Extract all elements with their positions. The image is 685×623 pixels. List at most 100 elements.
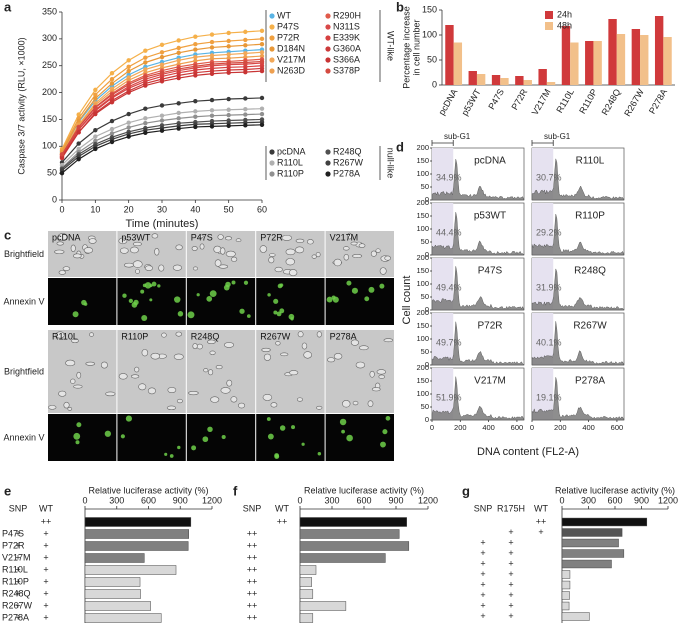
data-point	[76, 130, 81, 135]
y-tick-label: 200	[416, 308, 429, 317]
cell	[56, 241, 64, 246]
annexin-cell	[149, 284, 153, 288]
bar	[299, 601, 347, 611]
histogram-shape	[531, 158, 625, 201]
x-axis-label: Time (minutes)	[126, 218, 199, 230]
y-tick-label: 200	[416, 198, 429, 207]
annexin-cell	[273, 310, 278, 315]
cell	[307, 239, 314, 245]
annexin-cell	[149, 298, 153, 302]
x-tick-label: R248Q	[600, 87, 623, 117]
cell	[89, 332, 94, 337]
table-cell: ++	[247, 552, 258, 562]
histogram-shape	[531, 268, 625, 311]
data-point	[209, 39, 215, 45]
legend-marker	[269, 13, 275, 19]
data-point	[176, 126, 181, 131]
legend-label: N263D	[277, 65, 306, 75]
y-tick-label: 200	[416, 143, 429, 152]
bar	[654, 16, 664, 85]
y-tick-label: 150	[416, 211, 429, 220]
legend-label: R110P	[277, 168, 304, 178]
bar	[561, 591, 570, 600]
chart-title: Relative luciferase activity (%)	[304, 485, 424, 495]
legend-group-label: null-like	[386, 148, 396, 179]
table-cell: +	[538, 527, 543, 537]
y-axis-label: Caspase 3/7 activity (RLU, ×1000)	[16, 37, 26, 174]
data-point	[243, 51, 248, 56]
sub-g1-percent: 49.4%	[436, 282, 462, 292]
x-tick-label: 300	[109, 495, 124, 505]
cell	[268, 256, 275, 264]
annexin-cell	[267, 433, 274, 440]
cell	[384, 255, 391, 261]
bar	[299, 613, 314, 623]
sample-label: R110L	[576, 156, 605, 167]
data-point	[159, 79, 165, 84]
x-tick-label: 0	[430, 423, 434, 432]
legend-label: R290H	[333, 10, 361, 20]
cell	[118, 373, 128, 380]
bar	[299, 541, 410, 551]
data-point	[59, 152, 65, 157]
histogram-shape	[431, 266, 525, 311]
legend-marker	[269, 57, 275, 63]
cell	[70, 244, 76, 252]
legend-label: pcDNA	[277, 146, 306, 156]
data-point	[143, 83, 148, 88]
data-point	[176, 116, 181, 121]
bar	[476, 74, 486, 85]
data-point	[126, 120, 131, 125]
y-tick-label: 150	[416, 156, 429, 165]
table-cell: ++	[247, 576, 258, 586]
annexin-cell	[351, 287, 358, 294]
bar	[84, 577, 141, 587]
cell	[235, 238, 242, 242]
x-tick-label: 50	[224, 204, 234, 214]
cell	[62, 266, 71, 271]
data-point	[209, 124, 215, 129]
table-cell: +	[43, 612, 48, 622]
table-cell: +	[508, 611, 513, 621]
data-point	[126, 82, 131, 87]
data-point	[76, 156, 81, 162]
annexin-cell	[273, 298, 279, 304]
bar	[84, 565, 177, 575]
sample-label: R110L	[52, 331, 78, 341]
legend-marker	[325, 35, 331, 41]
cell	[48, 405, 57, 410]
cell	[352, 400, 359, 406]
annexin-cell	[128, 298, 133, 303]
data-point	[193, 109, 198, 114]
annexin-cell	[209, 290, 217, 298]
table-cell: +	[480, 548, 485, 558]
panel-letter: d	[396, 139, 404, 154]
data-point	[226, 70, 231, 75]
cell	[333, 258, 342, 267]
data-point	[209, 97, 215, 103]
x-tick-label: P47S	[486, 87, 506, 111]
cell	[188, 391, 199, 396]
data-point	[243, 96, 248, 101]
data-point	[209, 61, 215, 67]
data-point	[109, 118, 115, 124]
legend-label: P47S	[277, 21, 299, 31]
gate-region	[532, 258, 554, 310]
y-tick-label: 0	[425, 195, 429, 204]
histogram-shape	[431, 159, 525, 201]
cell	[166, 405, 177, 411]
x-tick-label: 600	[611, 423, 624, 432]
cell	[316, 331, 322, 338]
data-point	[176, 75, 181, 81]
gate-label: sub-G1	[544, 132, 571, 141]
cell	[303, 351, 312, 359]
panel-letter: g	[462, 483, 470, 498]
gate-region	[432, 258, 454, 310]
legend-marker	[325, 160, 331, 166]
sample-label: R267W	[260, 331, 291, 341]
row-label: R110P	[2, 576, 29, 586]
cell	[214, 259, 222, 267]
cell	[130, 374, 140, 379]
legend-label: G360A	[333, 43, 361, 53]
y-tick-label: 350	[42, 6, 57, 16]
